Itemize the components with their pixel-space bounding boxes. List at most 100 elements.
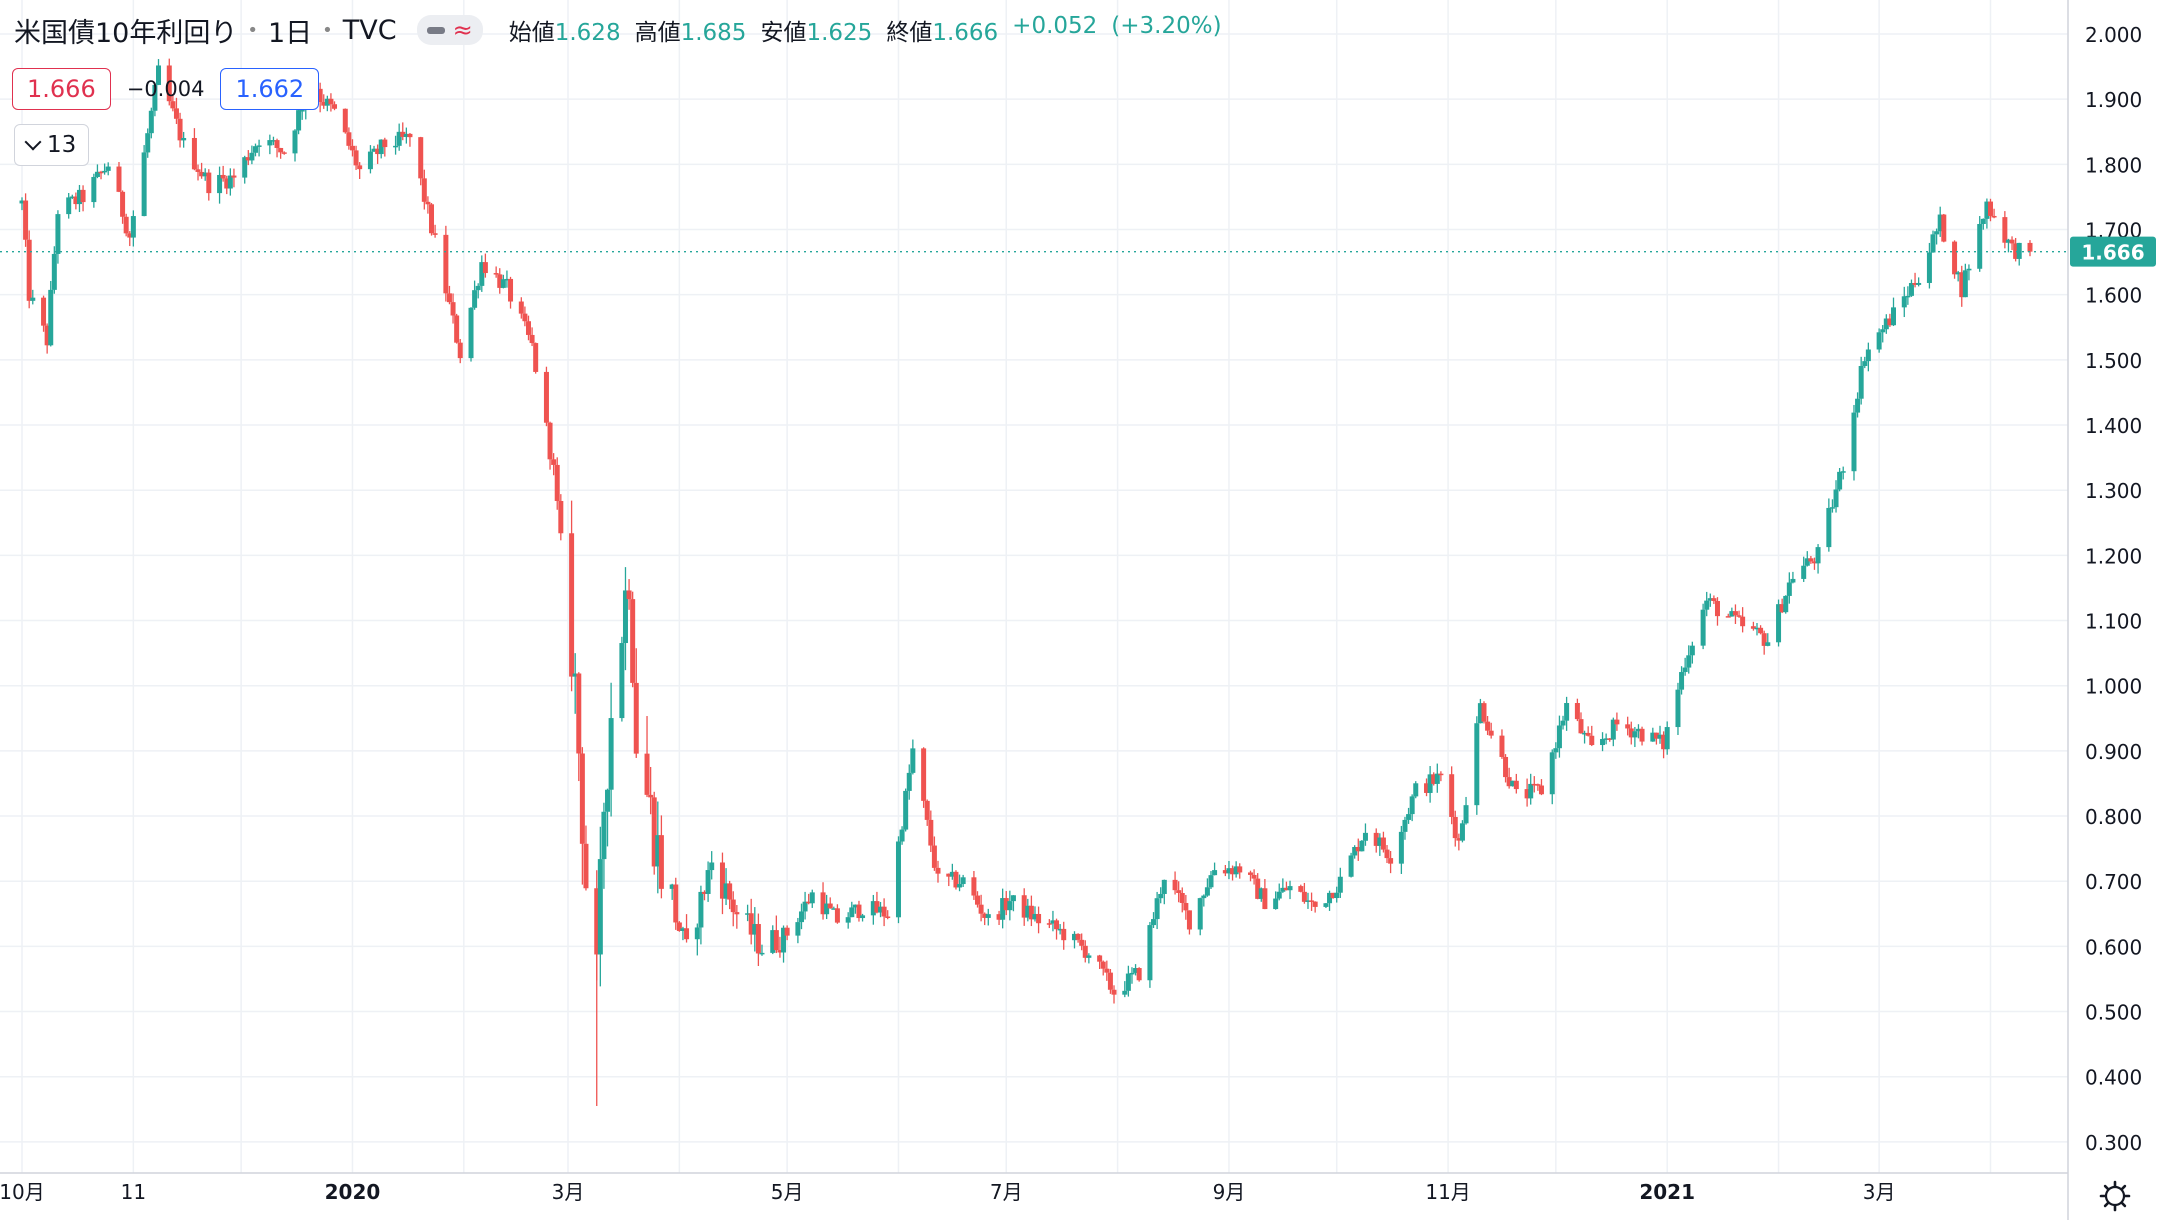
x-tick-label: 10月	[0, 1180, 45, 1204]
candle-down	[727, 880, 733, 910]
candle-down	[1912, 272, 1918, 288]
candle-down	[1503, 754, 1509, 783]
candle-down	[1535, 783, 1541, 791]
candle-up	[852, 904, 858, 914]
candle-down	[206, 169, 212, 201]
candle-up	[809, 889, 815, 908]
wave-icon: ≈	[452, 16, 473, 44]
candle-up	[1901, 286, 1907, 318]
candle-down	[429, 202, 435, 236]
candle-up	[669, 883, 675, 900]
candle-up	[1679, 666, 1685, 695]
candle-down	[382, 137, 388, 157]
y-tick-label: 0.700	[2085, 870, 2142, 894]
candle-down	[1021, 888, 1027, 926]
candle-down	[342, 108, 348, 134]
candle-down	[1248, 870, 1254, 882]
candle-down	[41, 295, 47, 332]
candle-up	[1815, 544, 1821, 574]
symbol-title[interactable]: 米国債10年利回り	[14, 17, 238, 49]
candle-up	[1032, 906, 1038, 922]
candle-up	[468, 307, 474, 362]
candle-down	[1485, 716, 1491, 736]
candle-down	[569, 500, 575, 692]
candle-down	[1639, 726, 1645, 746]
candle-up	[906, 764, 912, 800]
candle-down	[357, 162, 363, 180]
candle-down	[529, 327, 535, 347]
gear-icon[interactable]	[2099, 1180, 2131, 1212]
sell-price-button[interactable]: 1.666	[12, 68, 111, 110]
y-tick-label: 1.600	[2085, 284, 2142, 308]
candle-down	[1761, 630, 1767, 655]
candle-up	[1704, 591, 1710, 617]
y-tick-label: 0.600	[2085, 935, 2142, 959]
candle-down	[23, 193, 29, 247]
candle-up	[878, 901, 884, 918]
y-tick-label: 1.400	[2085, 414, 2142, 438]
candle-up	[1208, 871, 1214, 890]
candle-down	[1732, 604, 1738, 625]
candle-up	[479, 255, 485, 292]
candle-down	[946, 873, 952, 887]
candle-down	[332, 101, 338, 111]
close-value: 1.666	[932, 20, 999, 46]
candle-up	[1908, 279, 1914, 297]
indicators-toggle-button[interactable]: 13	[14, 124, 90, 166]
candle-up	[619, 636, 625, 722]
candle-up	[1980, 218, 1986, 230]
candle-up	[1934, 228, 1940, 245]
candle-up	[781, 925, 787, 963]
candle-down	[834, 904, 840, 924]
candle-down	[773, 915, 779, 954]
low-label: 安値	[760, 20, 807, 46]
candle-up	[55, 210, 61, 264]
candle-down	[450, 293, 456, 324]
candle-down	[734, 905, 740, 929]
candle-down	[1499, 729, 1505, 759]
candle-up	[1352, 845, 1358, 859]
candle-up	[1966, 264, 1972, 281]
candle-down	[1585, 726, 1591, 737]
candle-up	[1129, 967, 1135, 984]
candle-up	[960, 874, 966, 887]
market-status-pill[interactable]: ≈	[416, 15, 483, 45]
candle-down	[2013, 237, 2019, 262]
candle-up	[1776, 599, 1782, 647]
candle-down	[1312, 901, 1318, 913]
candle-up	[601, 802, 607, 889]
candle-up	[396, 123, 402, 151]
candle-down	[1172, 871, 1178, 895]
candle-up	[1280, 878, 1286, 893]
candle-up	[1323, 903, 1329, 909]
candle-down	[26, 230, 32, 309]
candle-up	[1635, 724, 1641, 739]
buy-price-button[interactable]: 1.662	[220, 68, 320, 110]
candle-up	[367, 145, 373, 174]
candle-down	[123, 213, 129, 237]
candle-down	[1079, 933, 1085, 951]
candle-up	[66, 192, 72, 219]
candle-down	[971, 871, 977, 900]
candle-up	[1057, 924, 1063, 935]
candle-down	[407, 132, 413, 147]
candle-up	[1000, 888, 1006, 929]
candle-up	[1865, 342, 1871, 372]
candle-up	[1151, 912, 1157, 929]
candle-up	[1212, 862, 1218, 876]
candle-down	[921, 747, 927, 808]
candle-down	[881, 898, 887, 927]
candle-down	[497, 268, 503, 294]
candle-down	[1230, 865, 1236, 881]
candle-down	[1283, 881, 1289, 891]
candle-up	[895, 836, 901, 924]
candle-up	[1675, 682, 1681, 736]
candle-down	[443, 225, 449, 302]
high-value: 1.685	[680, 20, 747, 46]
timeframe-label[interactable]: 1日	[267, 17, 313, 49]
candle-up	[1916, 277, 1922, 287]
candle-down	[626, 579, 632, 610]
candle-up	[1327, 890, 1333, 911]
